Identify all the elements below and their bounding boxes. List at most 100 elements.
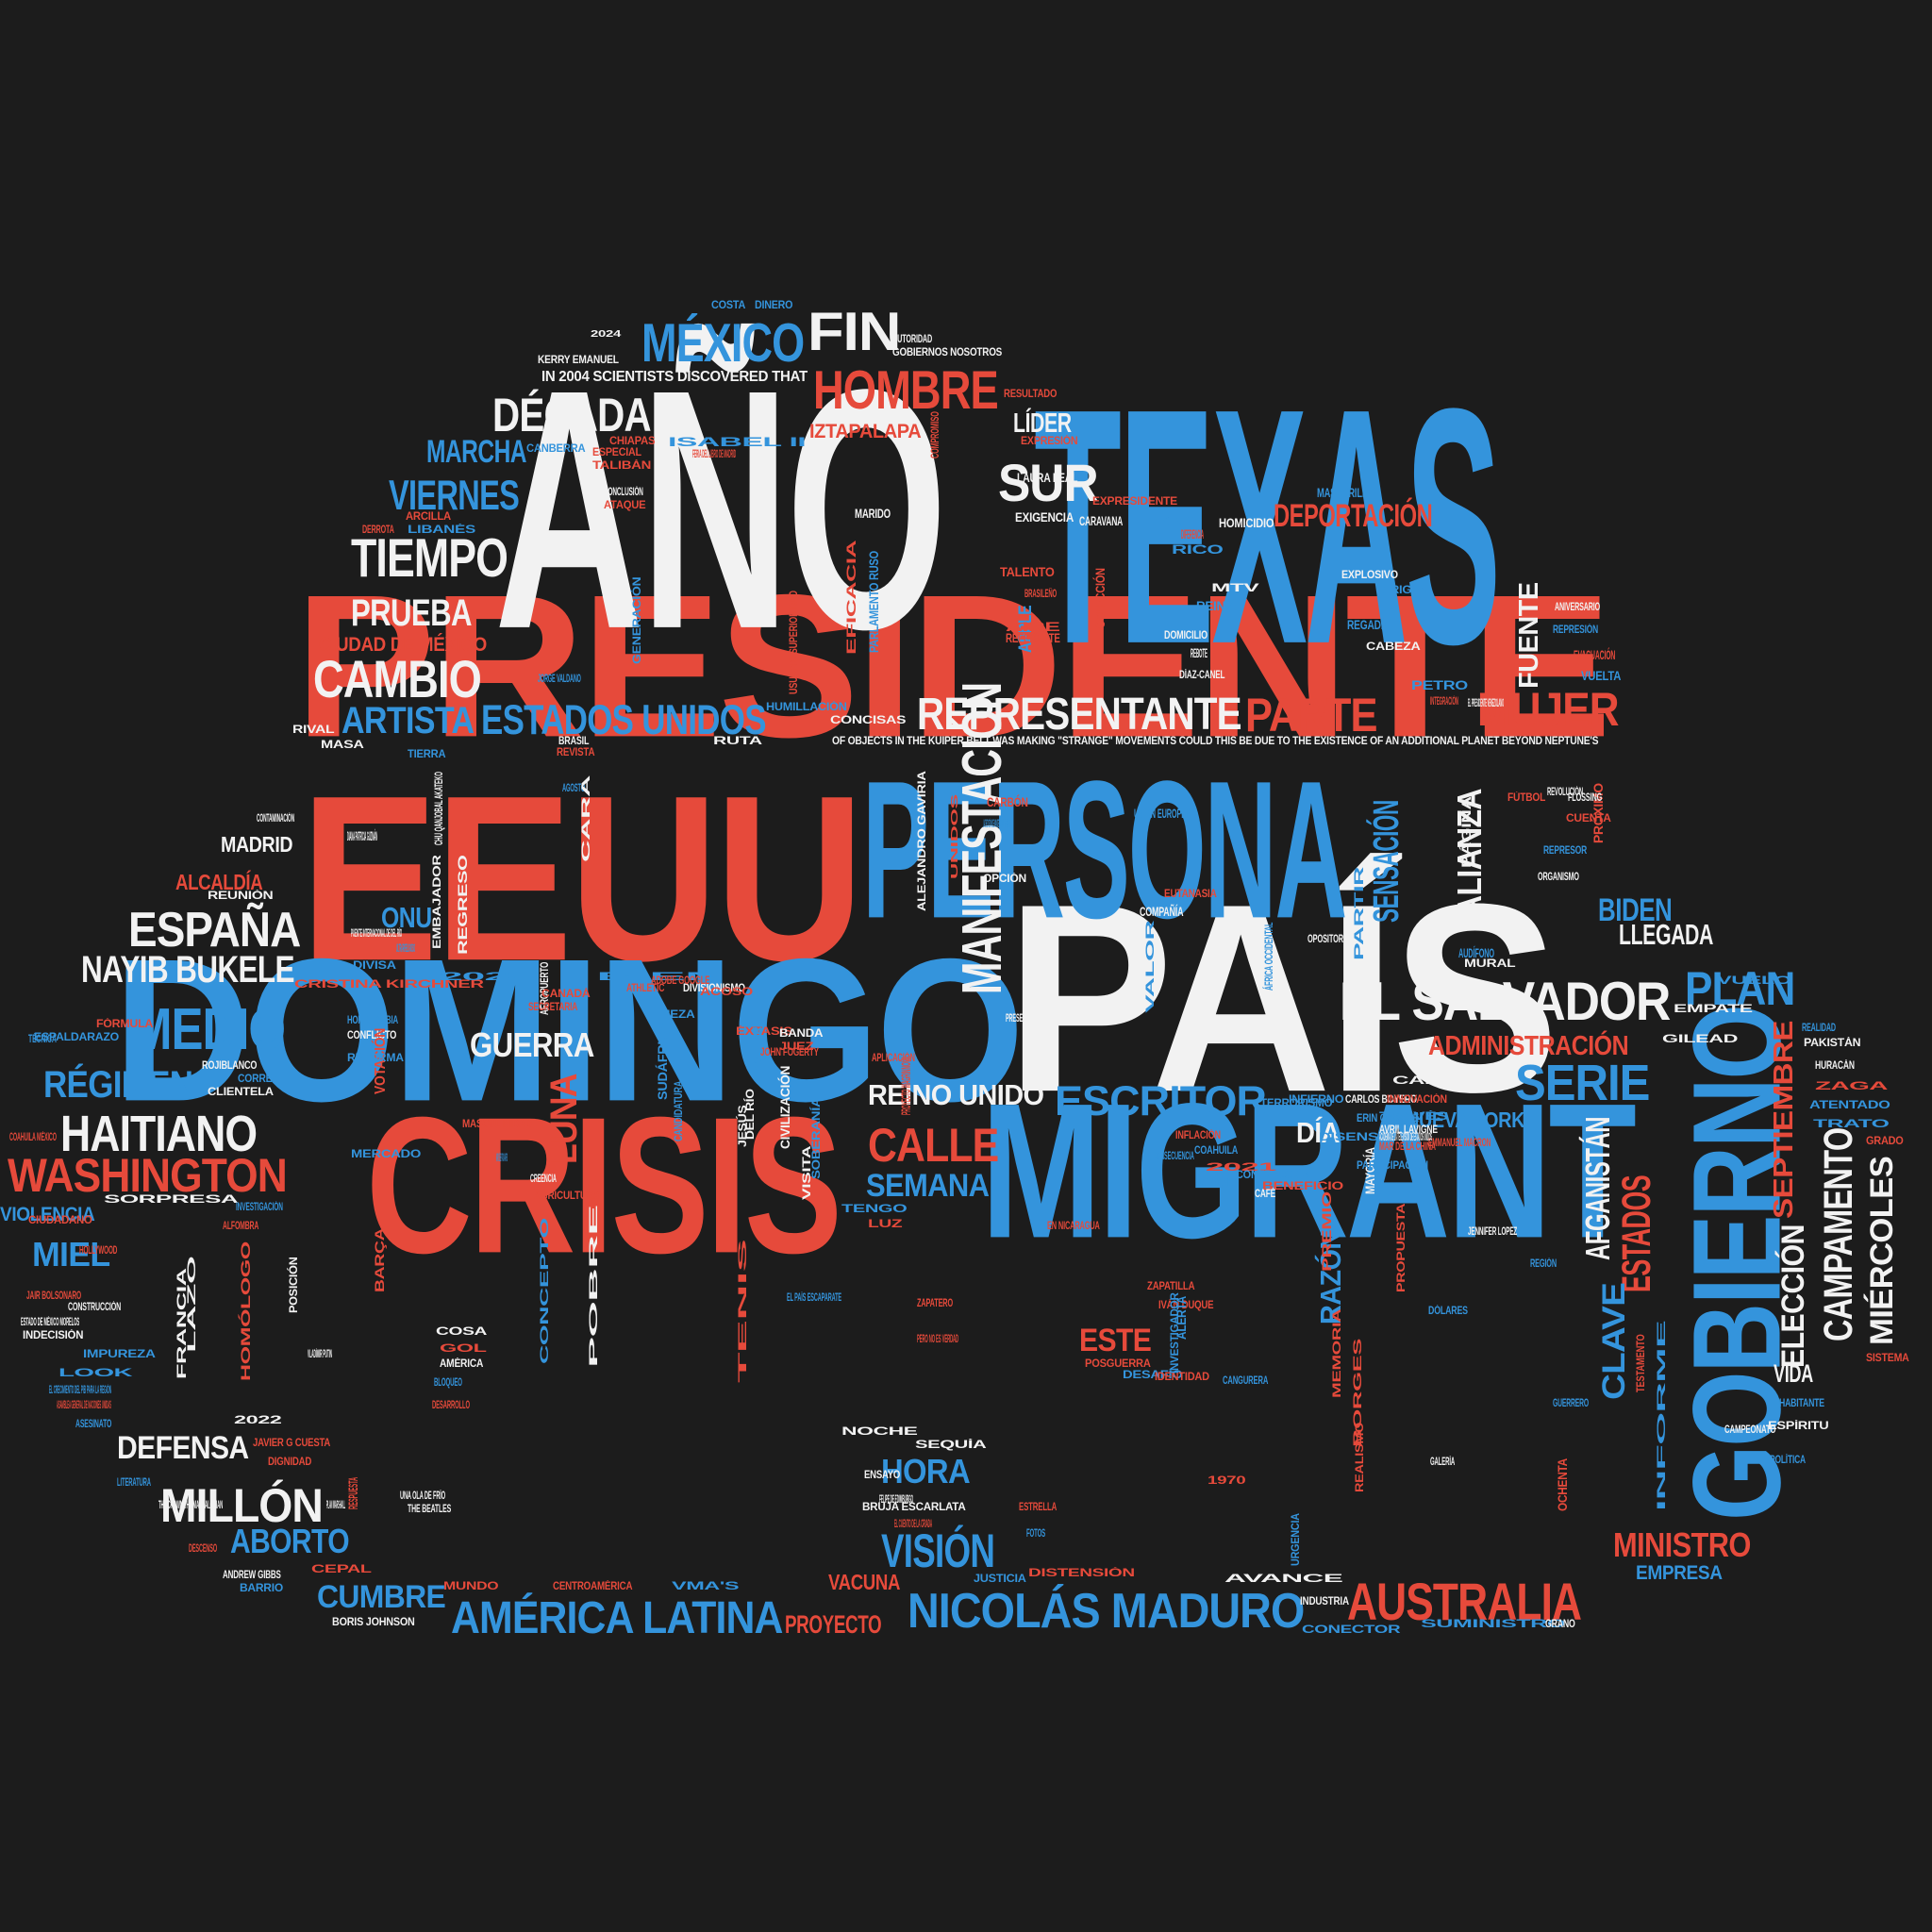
word-la-decision-de-mantener-el-secreto: LA DECISIÓN DE MANTENER EL SECRETO xyxy=(983,818,1011,830)
word-eleccion: ELECCIÓN xyxy=(1774,1224,1812,1368)
word-cara: CARA xyxy=(580,774,592,862)
word-medio: MEDIO xyxy=(132,995,286,1062)
word-humillacion: HUMILLACIÓN xyxy=(766,701,847,713)
word-identidad: IDENTIDAD xyxy=(1155,1371,1209,1383)
word-espaldarazo: ESPALDARAZO xyxy=(34,1031,119,1043)
word-region: REGIÓN xyxy=(1530,1257,1557,1270)
word-canberra: CANBERRA xyxy=(526,442,586,455)
word-impureza: IMPUREZA xyxy=(83,1348,156,1360)
word-homologo: HOMÓLOGO xyxy=(239,1241,253,1381)
word-dignidad: DIGNIDAD xyxy=(268,1456,312,1468)
word-ciudadano: CIUDADANO xyxy=(28,1214,92,1226)
word-mexico: MÉXICO xyxy=(641,312,805,375)
word-tiempo: TIEMPO xyxy=(351,527,508,590)
word-vacuna: VACUNA xyxy=(828,1570,901,1594)
word-the-beatles: THE BEATLES xyxy=(408,1503,452,1515)
word-acoso: ACOSO xyxy=(700,986,753,998)
word-chu-qanjobal-akateko: CHU QANJOBAL AKATEKO xyxy=(433,772,445,845)
word-australia: AUSTRALIA xyxy=(1347,1571,1582,1632)
word-suministro: SUMINISTRO xyxy=(1421,1618,1565,1630)
word-caida: CAÍDA xyxy=(1392,1074,1463,1087)
word-pobre: POBRE xyxy=(588,1205,600,1368)
word-el-pais-escaparate: EL PAÍS ESCAPARATE xyxy=(787,1291,841,1304)
word-adobe-google: ADOBE GOOGLE xyxy=(651,974,710,987)
word-presidente: PRESIDENTE xyxy=(294,551,1612,780)
word-marylene-patou-mathis: MARYLÈNE PATOU-MATHIS xyxy=(496,1152,508,1164)
word-caravana: CARAVANA xyxy=(1079,514,1124,528)
word-arcilla: ARCILLA xyxy=(406,510,451,523)
word-plan: PLAN xyxy=(1685,962,1795,1016)
word-guerrero: GUERRERO xyxy=(1553,1397,1590,1409)
word-contaminacion: CONTAMINACIÓN xyxy=(257,812,295,824)
word-borges: BORGES xyxy=(1352,1339,1364,1447)
word-hombre: HOMBRE xyxy=(813,359,999,422)
word-cangurera: CANGURERA xyxy=(1223,1374,1269,1387)
word-hollywood: HOLLYWOOD xyxy=(79,1244,118,1257)
word-nayib-bukele: NAYIB BUKELE xyxy=(81,948,295,991)
word-aniversario: ANIVERSARIO xyxy=(1555,601,1601,613)
word-formula: FÓRMULA xyxy=(96,1018,154,1030)
word-alcaldia: ALCALDÍA xyxy=(175,870,263,894)
word-civilizacion: CIVILIZACIÓN xyxy=(778,1065,792,1149)
word-innovacion: INNOVACIÓN xyxy=(1387,1093,1447,1106)
word-estados: ESTADOS xyxy=(1613,1174,1659,1292)
word-luna: LUNA xyxy=(542,1074,586,1164)
word-conector: CONECTOR xyxy=(1302,1624,1401,1636)
word-vma-s: VMA'S xyxy=(672,1580,740,1592)
word-este: ESTE xyxy=(1079,1322,1152,1359)
word-estado: ESTADO xyxy=(1157,514,1194,528)
word-especial: ESPECIAL xyxy=(592,446,641,458)
word-emmanuel-macron: EMMANUEL MACRON xyxy=(1428,1137,1491,1149)
word-cosa: COSA xyxy=(436,1325,488,1338)
word-mundo: MUNDO xyxy=(443,1580,499,1592)
word-futbol: FÚTBOL xyxy=(1507,791,1546,804)
word-habitante: HABITANTE xyxy=(1779,1397,1824,1409)
word-persona: PERSONA xyxy=(862,740,1347,960)
word-investigador: INVESTIGADOR xyxy=(1169,1292,1181,1374)
word-construccion: CONSTRUCCIÓN xyxy=(68,1301,122,1313)
word-gol: GOL xyxy=(440,1342,487,1355)
word-galeria: GALERÍA xyxy=(1430,1456,1456,1468)
word-felipe-de-edimburgo: FELIPE DE EDIMBURGO xyxy=(879,1493,913,1506)
word-afganistan: AFGANISTÁN xyxy=(1578,1116,1618,1260)
word-regadio: REGADÍO xyxy=(1347,618,1391,632)
word-luz: LUZ xyxy=(868,1218,903,1230)
word-sur: SUR xyxy=(998,452,1099,513)
word-participacion: PARTICIPACIÓN xyxy=(1357,1159,1428,1172)
word-vida: VIDA xyxy=(1774,1359,1813,1389)
word-mar-de-la-china: MAR DE LA CHINA xyxy=(1379,1141,1436,1153)
word-aire: AIRE xyxy=(1006,620,1060,634)
word-pagina: PÁGINA xyxy=(1459,796,1474,868)
word-sudafrica: SUDÁFRICA xyxy=(656,1022,670,1100)
word-canada: CANADÁ xyxy=(541,988,591,1000)
word-vuelta: VUELTA xyxy=(1581,669,1622,683)
word-coahuila: COAHUILA xyxy=(1194,1144,1239,1157)
word-asesinato: ASESINATO xyxy=(75,1418,112,1430)
word-ivan-duque: IVÁN DUQUE xyxy=(1158,1299,1214,1311)
word-autoridad: AUTORIDAD xyxy=(892,333,933,345)
word-dolares: DÓLARES xyxy=(1428,1305,1468,1317)
word-feria-del-libro-de-madrid: FERIA DEL LIBRO DE MADRID xyxy=(692,448,737,460)
word-america: AMÉRICA xyxy=(440,1357,484,1370)
word-empate: EMPATE xyxy=(1674,1003,1753,1015)
word-biden: BIDEN xyxy=(1598,891,1673,929)
word-madrid: MADRID xyxy=(221,832,293,857)
word-vision: VISIÓN xyxy=(881,1524,995,1578)
word-violencia: VIOLENCIA xyxy=(0,1202,95,1225)
word-testamento: TESTAMENTO xyxy=(1635,1334,1647,1392)
word-escritor: ESCRITOR xyxy=(1055,1077,1267,1125)
word-concisas: CONCISAS xyxy=(830,714,907,726)
word-alfombra: ALFOMBRA xyxy=(223,1220,259,1232)
word-espiritu: ESPÍRITU xyxy=(1768,1420,1829,1432)
word-expresion: EXPRESIÓN xyxy=(1021,435,1078,447)
word-semana: SEMANA xyxy=(866,1167,990,1205)
word-propuesta: PROPUESTA xyxy=(1395,1203,1407,1292)
word-miel: MIEL xyxy=(32,1235,110,1274)
word-el-presidente-venezolano: EL PRESIDENTE VENEZOLANO xyxy=(1468,697,1505,709)
word-vuelo: VUELO xyxy=(1717,974,1791,987)
word-libanes: LIBANÉS xyxy=(408,524,475,536)
word-compromiso: COMPROMISO xyxy=(929,411,941,458)
word-onu: ONU xyxy=(381,901,432,935)
word-desafio: DESAFÍO xyxy=(1123,1369,1183,1381)
word-reino-unido: REINO UNIDO xyxy=(868,1078,1044,1112)
